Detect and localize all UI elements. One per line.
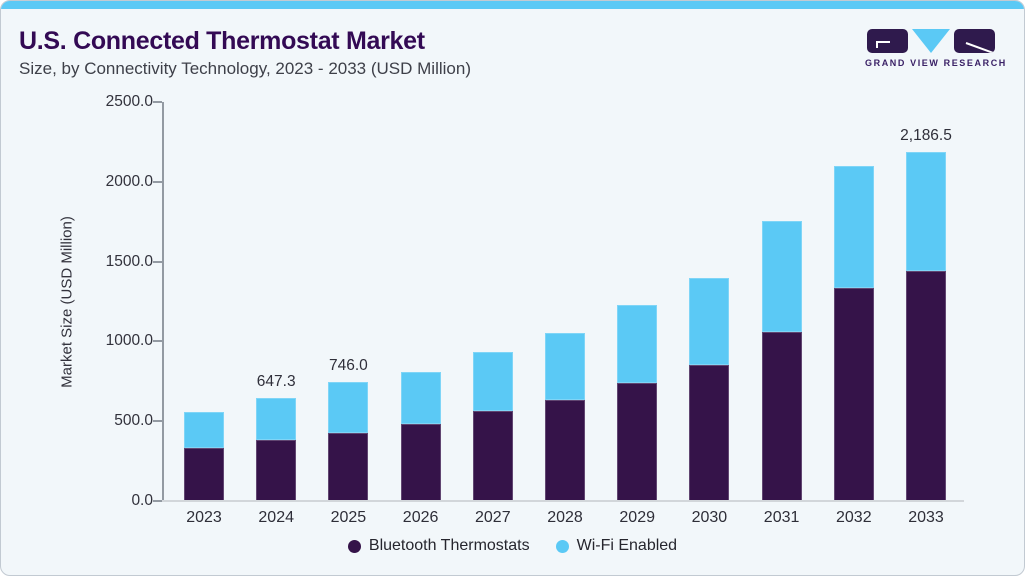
page-title: U.S. Connected Thermostat Market bbox=[19, 27, 425, 55]
bar-2023-bluetooth-segment bbox=[184, 447, 224, 501]
bar-value-label-2025: 746.0 bbox=[328, 356, 368, 374]
logo-g-mark-vertical bbox=[876, 41, 878, 48]
card-top-accent-strip bbox=[1, 1, 1024, 9]
legend-label: Bluetooth Thermostats bbox=[368, 537, 530, 554]
legend-swatch-icon bbox=[555, 539, 569, 553]
legend-item-wi-fi-enabled: Wi-Fi Enabled bbox=[555, 537, 678, 555]
bar-2031-wifi-segment bbox=[761, 220, 802, 332]
x-tick-label-2031: 2031 bbox=[763, 509, 800, 526]
legend-label: Wi-Fi Enabled bbox=[576, 537, 678, 554]
bar-2028-wifi-segment bbox=[545, 333, 585, 401]
bar-2027-wifi-segment bbox=[472, 351, 513, 411]
y-tick-label-1500.0: 1500.0 bbox=[105, 252, 153, 270]
bar-2029-wifi-segment bbox=[617, 305, 658, 383]
x-tick-label-2025: 2025 bbox=[330, 509, 367, 526]
y-tick-mark-1000.0 bbox=[153, 340, 162, 343]
logo-r-block-icon bbox=[954, 29, 995, 53]
bar-2030-wifi-segment bbox=[689, 277, 730, 366]
bar-2024-wifi-segment bbox=[256, 397, 297, 441]
bar-2029-bluetooth-segment bbox=[617, 382, 658, 501]
chart-legend: Bluetooth Thermostats Wi-Fi Enabled bbox=[1, 537, 1024, 555]
logo-mark bbox=[865, 29, 997, 53]
bar-2031-bluetooth-segment bbox=[761, 331, 802, 501]
bar-2028-bluetooth-segment bbox=[545, 400, 585, 501]
y-tick-label-0.0: 0.0 bbox=[131, 492, 153, 509]
bar-value-label-2024: 647.3 bbox=[256, 372, 296, 390]
y-tick-label-1000.0: 1000.0 bbox=[105, 332, 153, 350]
bar-2032-wifi-segment bbox=[833, 165, 874, 288]
legend-swatch-icon bbox=[347, 539, 361, 553]
logo-v-triangle-icon bbox=[912, 29, 950, 53]
logo-r-slash bbox=[965, 42, 995, 53]
bar-2025-wifi-segment bbox=[328, 381, 369, 434]
logo-g-mark bbox=[876, 41, 890, 43]
logo-g-block-icon bbox=[867, 29, 908, 53]
bar-2033-bluetooth-segment bbox=[906, 271, 946, 501]
bar-2024-bluetooth-segment bbox=[256, 440, 297, 501]
y-tick-mark-2500.0 bbox=[153, 101, 162, 103]
y-tick-label-500.0: 500.0 bbox=[114, 412, 153, 430]
bar-2027-bluetooth-segment bbox=[472, 410, 513, 501]
logo-wordmark: GRAND VIEW RESEARCH bbox=[865, 58, 1007, 68]
y-tick-label-2500.0: 2500.0 bbox=[105, 93, 153, 110]
stacked-bar-chart: Market Size (USD Million) 0.0 500.0 1000.0… bbox=[59, 93, 964, 526]
x-tick-label-2027: 2027 bbox=[475, 509, 511, 526]
bar-2033-wifi-segment bbox=[906, 152, 946, 272]
x-tick-label-2026: 2026 bbox=[402, 509, 439, 526]
bar-value-label-2033: 2,186.5 bbox=[900, 127, 952, 145]
grand-view-research-logo: GRAND VIEW RESEARCH bbox=[865, 29, 1007, 68]
x-tick-label-2030: 2030 bbox=[691, 509, 728, 526]
x-tick-label-2023: 2023 bbox=[186, 509, 222, 526]
bar-2030-bluetooth-segment bbox=[689, 365, 730, 501]
y-tick-mark-2000.0 bbox=[153, 180, 162, 183]
x-tick-label-2024: 2024 bbox=[258, 509, 294, 526]
bar-2023-wifi-segment bbox=[184, 412, 224, 448]
bar-2026-wifi-segment bbox=[400, 371, 441, 424]
x-tick-label-2032: 2032 bbox=[836, 509, 872, 526]
page-subtitle: Size, by Connectivity Technology, 2023 -… bbox=[19, 59, 471, 78]
y-tick-label-2000.0: 2000.0 bbox=[105, 172, 153, 190]
x-tick-label-2028: 2028 bbox=[547, 509, 583, 526]
bar-2026-bluetooth-segment bbox=[400, 423, 441, 501]
x-axis-line bbox=[162, 500, 964, 502]
legend-item-bluetooth-thermostats: Bluetooth Thermostats bbox=[347, 537, 530, 555]
y-axis-line bbox=[162, 102, 164, 501]
y-tick-mark-0.0 bbox=[153, 500, 162, 502]
y-axis-title: Market Size (USD Million) bbox=[58, 215, 76, 388]
bar-2032-bluetooth-segment bbox=[833, 287, 874, 501]
bar-2025-bluetooth-segment bbox=[328, 433, 369, 501]
x-tick-label-2033: 2033 bbox=[908, 509, 944, 526]
y-tick-mark-1500.0 bbox=[153, 260, 162, 263]
x-tick-label-2029: 2029 bbox=[619, 509, 655, 526]
y-tick-mark-500.0 bbox=[153, 420, 162, 423]
